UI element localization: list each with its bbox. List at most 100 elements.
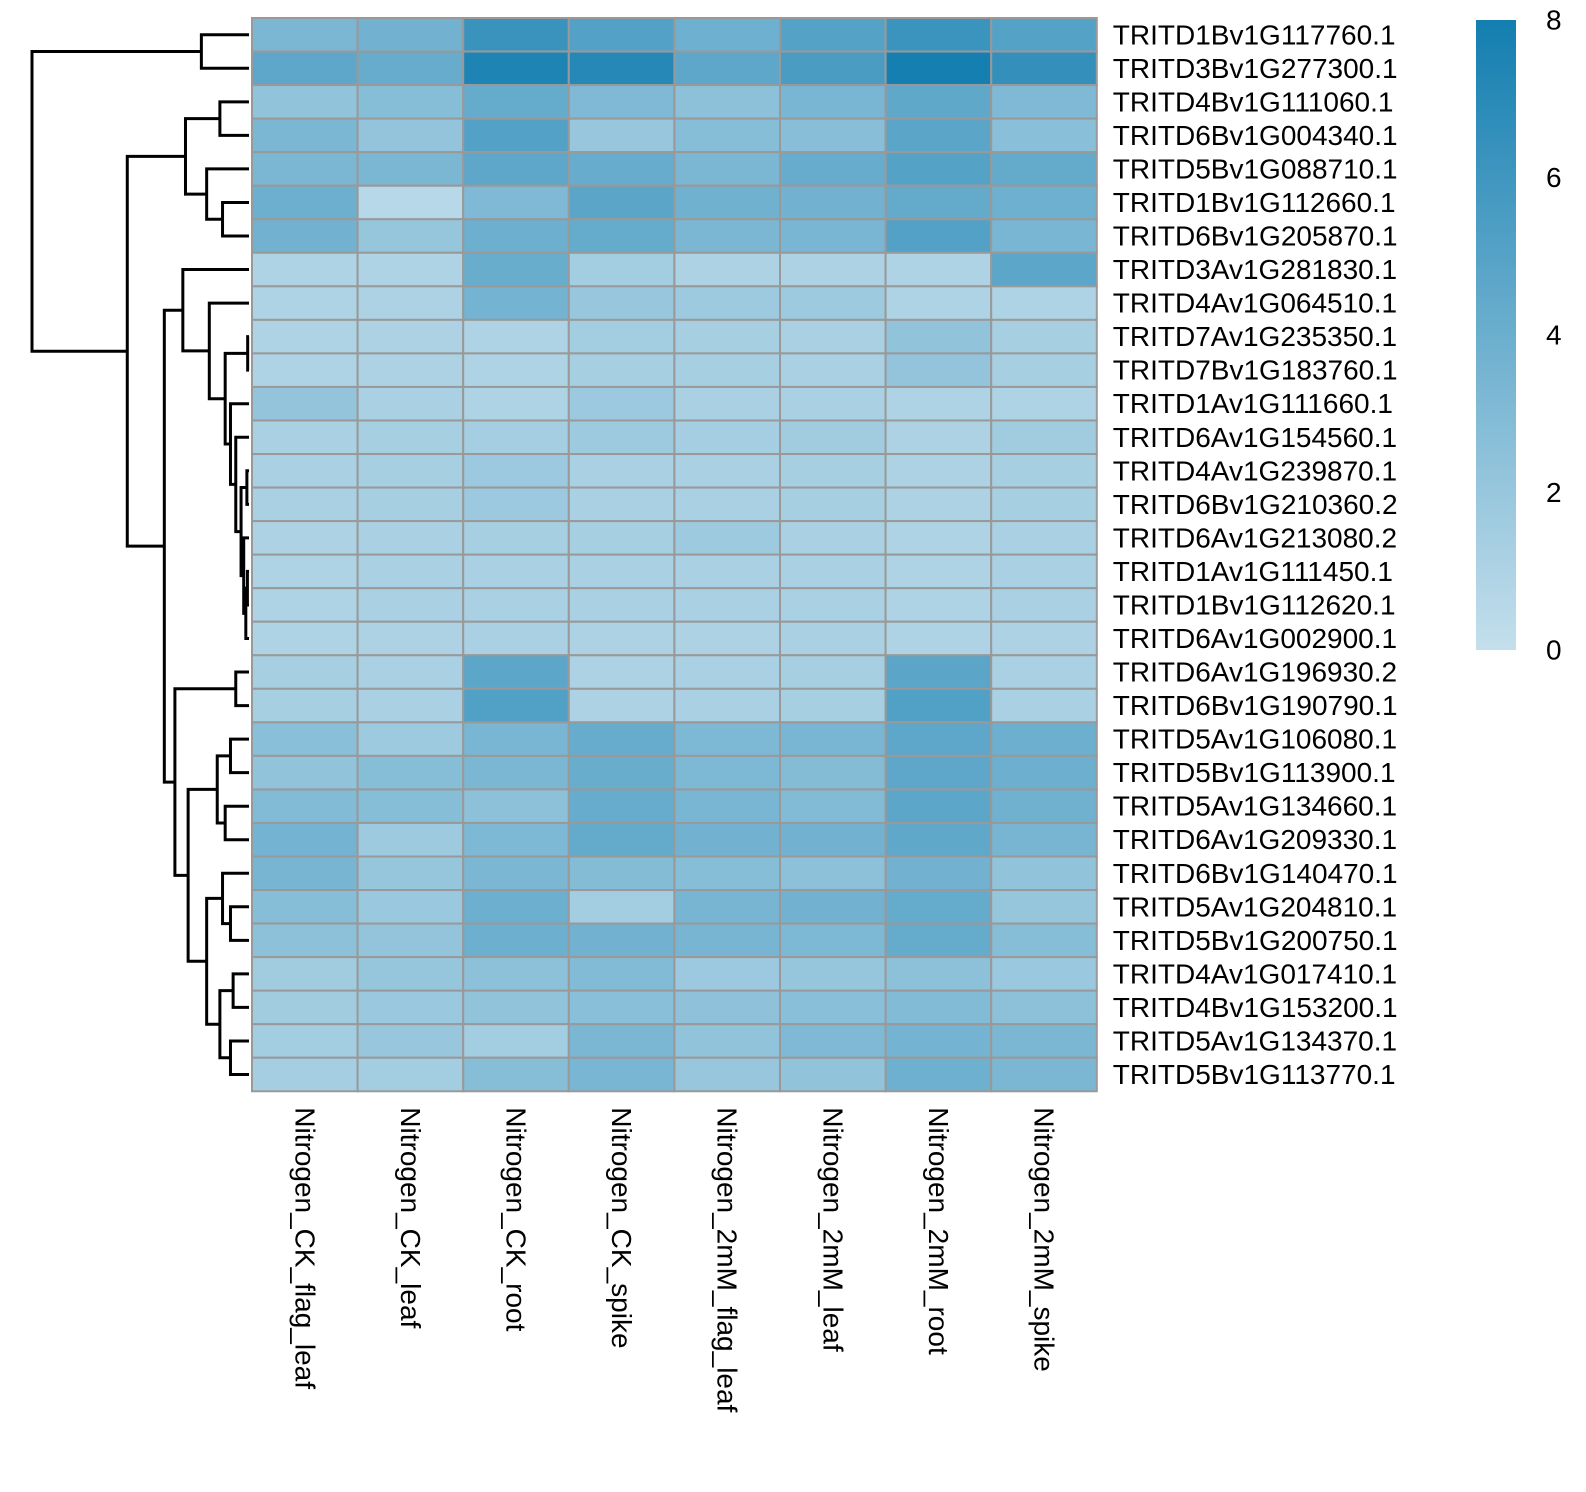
heatmap-cell [990, 754, 1098, 791]
heatmap-cell [779, 989, 887, 1026]
heatmap-cell [567, 151, 676, 187]
dendrogram-branch [183, 117, 220, 196]
heatmap-cell [462, 754, 570, 791]
heatmap-cell [990, 285, 1098, 321]
heatmap-cell [462, 553, 570, 590]
heatmap-cell [251, 151, 359, 187]
heatmap-cell [779, 117, 887, 154]
heatmap-cell [567, 251, 676, 288]
dendrogram-branch [207, 301, 249, 401]
row-label: TRITD5Bv1G200750.1 [1113, 925, 1398, 956]
heatmap-cell [567, 956, 676, 992]
heatmap-cell [990, 956, 1098, 992]
heatmap-cell [462, 84, 570, 120]
heatmap-cell [251, 956, 359, 992]
heatmap-cell [779, 352, 887, 388]
heatmap-cell [462, 251, 570, 288]
heatmap-cell [673, 855, 782, 892]
legend-tick-label: 8 [1546, 5, 1562, 36]
heatmap-cell [884, 486, 993, 523]
heatmap-cell [462, 318, 570, 355]
heatmap-cell [673, 889, 782, 925]
legend-tick-label: 4 [1546, 320, 1562, 351]
heatmap-cell [462, 654, 570, 690]
heatmap-cell [884, 721, 993, 757]
heatmap-cell [567, 17, 676, 53]
heatmap-cell [567, 1056, 676, 1093]
heatmap-cell [673, 453, 782, 489]
heatmap-cell [567, 754, 676, 791]
heatmap-cell [567, 50, 676, 87]
row-labels: TRITD1Bv1G117760.1TRITD3Bv1G277300.1TRIT… [1113, 19, 1398, 1090]
heatmap-cell [884, 922, 993, 959]
heatmap-cell [884, 117, 993, 154]
heatmap-cell [990, 889, 1098, 925]
heatmap-cell [990, 251, 1098, 288]
heatmap-cell [779, 855, 887, 892]
heatmap-cell [251, 352, 359, 388]
dendrogram-branch [228, 905, 249, 942]
row-label: TRITD6Bv1G190790.1 [1113, 690, 1398, 721]
heatmap-cell [356, 1056, 465, 1093]
heatmap-cell [462, 1023, 570, 1059]
heatmap-cell [462, 17, 570, 53]
dendrogram-branch [221, 200, 249, 238]
heatmap-cell [567, 687, 676, 724]
row-label: TRITD4Av1G017410.1 [1113, 958, 1397, 989]
heatmap-cell [990, 553, 1098, 590]
heatmap-cell [251, 989, 359, 1026]
heatmap-cell [673, 821, 782, 858]
heatmap-cell [990, 117, 1098, 154]
heatmap-cell [462, 50, 570, 87]
heatmap-cell [356, 956, 465, 992]
row-label: TRITD1Av1G111450.1 [1113, 556, 1393, 587]
row-label: TRITD3Bv1G277300.1 [1113, 53, 1398, 84]
heatmap-cell [884, 318, 993, 355]
heatmap-cell [251, 855, 359, 892]
heatmap-cell [356, 17, 465, 53]
heatmap-cell [990, 821, 1098, 858]
heatmap-cell [356, 654, 465, 690]
heatmap-cell [567, 620, 676, 657]
heatmap-cell [884, 385, 993, 422]
row-label: TRITD4Bv1G153200.1 [1113, 992, 1398, 1023]
heatmap-cell [779, 721, 887, 757]
heatmap-cell [356, 352, 465, 388]
dendrogram-branch [218, 100, 249, 137]
heatmap-cell [990, 989, 1098, 1026]
heatmap-cell [462, 889, 570, 925]
heatmap-cell [673, 318, 782, 355]
heatmap-cell [884, 218, 993, 254]
heatmap-cell [251, 184, 359, 221]
heatmap-cell [779, 385, 887, 422]
heatmap-cell [779, 486, 887, 523]
heatmap-cell [779, 318, 887, 355]
row-label: TRITD1Av1G111660.1 [1113, 388, 1393, 419]
row-label: TRITD6Bv1G205870.1 [1113, 221, 1398, 252]
heatmap-cell [462, 687, 570, 724]
heatmap-cell [567, 419, 676, 456]
heatmap-cell [673, 721, 782, 757]
heatmap-cell [884, 453, 993, 489]
heatmap-cell [567, 218, 676, 254]
heatmap-cell [884, 419, 993, 456]
heatmap-cell [356, 889, 465, 925]
heatmap-cell [251, 84, 359, 120]
row-label: TRITD5Av1G204810.1 [1113, 891, 1397, 922]
heatmap-cell [673, 419, 782, 456]
dendrogram-branch [228, 737, 249, 775]
heatmap-cell [356, 117, 465, 154]
row-label: TRITD5Av1G106080.1 [1113, 724, 1397, 755]
heatmap-cell [567, 486, 676, 523]
heatmap-cell [990, 620, 1098, 657]
row-label: TRITD6Av1G213080.2 [1113, 522, 1397, 553]
heatmap-cell [779, 419, 887, 456]
dendrogram-branch [221, 871, 249, 926]
heatmap-cell [251, 620, 359, 657]
heatmap-cell [884, 754, 993, 791]
dendrogram-branch [246, 335, 250, 372]
heatmap-cell [673, 989, 782, 1026]
heatmap-cell [673, 486, 782, 523]
heatmap-cell [990, 654, 1098, 690]
